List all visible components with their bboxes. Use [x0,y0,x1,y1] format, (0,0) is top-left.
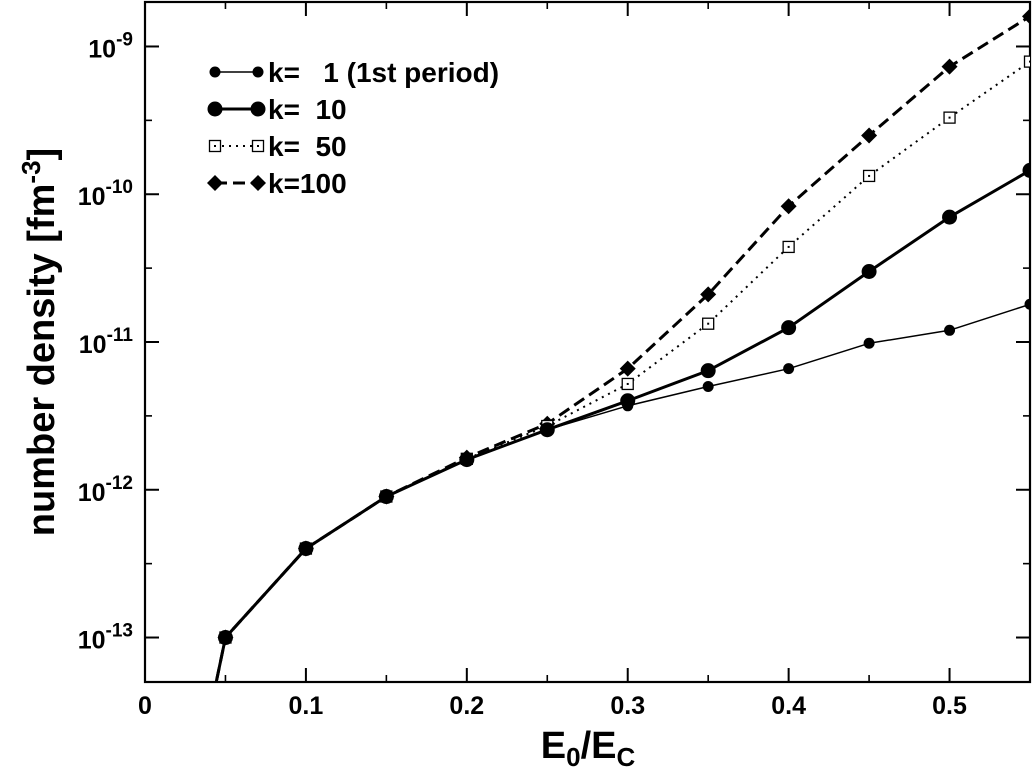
data-point [781,320,797,336]
legend-marker [208,139,222,153]
data-point [700,363,716,379]
legend-entry: k= 10 [207,94,347,125]
data-point [700,286,717,303]
data-point [783,363,795,375]
y-tick-label: 10-11 [79,325,134,359]
x-tick-label: 0.2 [449,692,484,720]
legend-label: k= 10 [268,94,347,125]
data-point [702,380,714,392]
x-axis-title: E0/EC [541,725,636,772]
data-point [863,337,875,349]
x-axis-title-sub2: C [616,742,635,772]
y-tick-exponent: -9 [116,29,133,50]
legend-marker [207,175,223,191]
legend-marker [209,66,221,78]
legend-marker [251,139,265,153]
legend-marker [252,66,264,78]
y-axis-title-main: number density [fm [21,184,63,537]
data-point [1024,298,1030,310]
y-tick-base: 10 [78,627,106,655]
data-point [219,632,231,644]
data-point [861,264,877,280]
legend-marker [250,175,266,191]
y-tick-label: 10-12 [78,473,133,507]
data-point [461,454,473,466]
legend-label: k=100 [268,168,347,199]
legend-entry: k= 50 [208,131,347,162]
y-tick-base: 10 [79,331,107,359]
y-tick-exponent: -11 [107,325,134,346]
data-point [782,240,795,254]
legend-entry: k= 1 (1st period) [209,57,499,88]
y-tick-label: 10-9 [88,29,133,63]
data-point [541,424,553,436]
y-tick-label: 10-13 [78,621,133,655]
x-axis-title-sub1: 0 [566,742,580,772]
y-axis-title-end: ] [21,148,63,161]
y-tick-exponent: -10 [106,177,133,198]
series-1 [215,298,1030,682]
data-point [861,127,878,144]
data-point [944,324,956,336]
x-tick-label: 0.5 [932,692,967,720]
series-line [215,303,1030,682]
data-point [702,317,715,330]
legend-label: k= 50 [268,131,347,162]
data-point [621,377,634,391]
data-point [1022,162,1030,178]
series-layer [214,8,1030,682]
data-point [300,543,312,555]
legend-entry: k=100 [207,168,347,199]
axis-ticks [144,2,1031,682]
legend-marker [250,101,266,117]
data-point [619,360,636,377]
data-point [943,111,956,124]
data-point [780,198,797,215]
y-tick-exponent: -12 [106,473,133,494]
data-point [941,58,958,75]
y-tick-base: 10 [78,479,106,507]
data-point [1022,8,1030,25]
legend: k= 1 (1st period) k= 10 k= 50 k=100 [207,57,499,199]
series-line [215,60,1030,682]
x-tick-label: 0 [138,692,152,720]
x-tick-label: 0.4 [771,692,806,720]
data-point [1023,55,1030,68]
y-axis-title: number density [fm-3] [16,148,63,536]
x-tick-label: 0.3 [610,692,645,720]
y-tick-label: 10-10 [78,177,133,211]
data-point [380,491,392,503]
y-tick-exponent: -13 [106,621,133,642]
legend-label: k= 1 (1st period) [268,57,499,88]
data-point [622,400,634,412]
x-axis-title-sep: /E [581,725,617,767]
legend-marker [207,101,223,117]
series-line [214,15,1030,682]
data-point [862,169,876,183]
x-tick-label: 0.1 [289,692,324,720]
y-axis-title-sup: -3 [16,160,46,183]
x-axis-title-main: E [541,725,566,767]
y-tick-base: 10 [78,183,106,211]
data-point [942,209,958,225]
y-tick-base: 10 [88,35,116,63]
